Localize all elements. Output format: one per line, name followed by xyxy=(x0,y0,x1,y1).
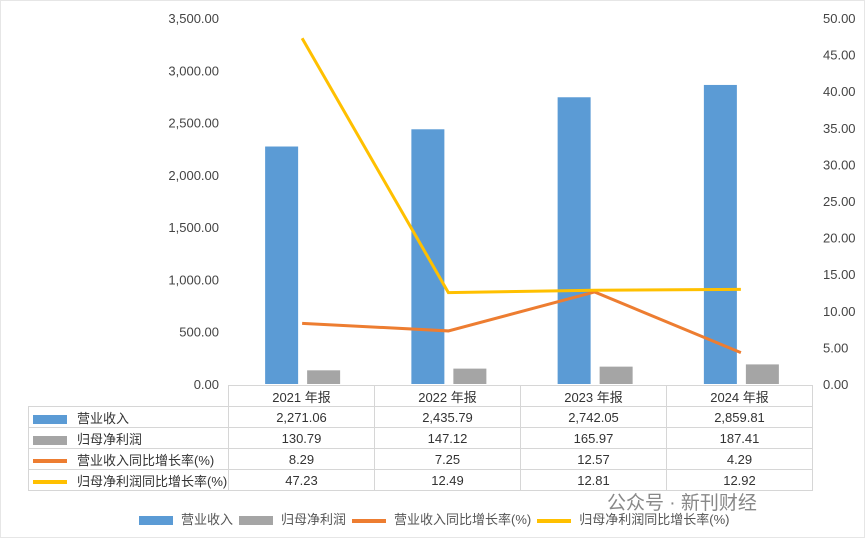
bar-net-profit xyxy=(745,364,779,384)
legend-swatch xyxy=(139,516,173,526)
data-label: 12.81 xyxy=(520,469,667,491)
legend-item: 营业收入同比增长率(%) xyxy=(352,512,531,527)
series-name: 归母净利润 xyxy=(77,431,143,447)
data-label: 187.41 xyxy=(666,427,813,449)
data-label: 130.79 xyxy=(228,427,375,449)
series-name: 营业收入 xyxy=(77,410,130,426)
category-label: 2022 年报 xyxy=(374,385,521,407)
watermark: 公众号 · 新刊财经 xyxy=(607,493,757,514)
data-table: 2021 年报 2022 年报 2023 年报 2024 年报营业收入 2,271.06… xyxy=(28,385,813,491)
legend-item: 归母净利润 xyxy=(239,512,346,527)
left-axis-tick: 500.00 xyxy=(179,325,219,340)
legend-item: 归母净利润同比增长率(%) xyxy=(537,512,729,527)
series-name: 营业收入同比增长率(%) xyxy=(77,452,215,468)
bar-revenue xyxy=(557,97,591,384)
bar-revenue xyxy=(703,84,737,384)
data-label: 4.29 xyxy=(666,448,813,470)
data-label: 2,271.06 xyxy=(228,406,375,428)
bar-net-profit xyxy=(599,366,633,384)
legend-label: 归母净利润同比增长率(%) xyxy=(579,512,730,527)
data-label: 147.12 xyxy=(374,427,521,449)
data-label: 2,742.05 xyxy=(520,406,667,428)
left-axis-tick: 2,500.00 xyxy=(168,116,219,131)
table-row: 归母净利润 130.79 147.12 165.97 187.41 xyxy=(28,427,813,449)
right-axis-tick: 35.00 xyxy=(823,121,856,136)
left-axis-tick: 3,500.00 xyxy=(168,11,219,26)
data-label: 2,859.81 xyxy=(666,406,813,428)
left-axis-tick: 2,000.00 xyxy=(168,168,219,183)
data-label: 7.25 xyxy=(374,448,521,470)
legend-item: 营业收入 xyxy=(139,512,233,527)
legend-swatch xyxy=(537,518,572,523)
legend-label: 归母净利润 xyxy=(281,512,347,527)
bar-revenue xyxy=(265,146,299,384)
data-label: 165.97 xyxy=(520,427,667,449)
right-axis-tick: 20.00 xyxy=(823,231,856,246)
legend-label: 营业收入 xyxy=(181,512,234,527)
table-header-row: 2021 年报 2022 年报 2023 年报 2024 年报 xyxy=(28,385,813,407)
right-axis-tick: 30.00 xyxy=(823,157,856,172)
legend-label: 营业收入同比增长率(%) xyxy=(394,512,532,527)
table-row: 营业收入同比增长率(%) 8.29 7.25 12.57 4.29 xyxy=(28,448,813,470)
bar-net-profit xyxy=(453,368,487,384)
left-axis-tick: 1,000.00 xyxy=(168,272,219,287)
series-swatch xyxy=(33,414,67,424)
data-label: 2,435.79 xyxy=(374,406,521,428)
left-axis-tick: 1,500.00 xyxy=(168,220,219,235)
right-axis-tick: 10.00 xyxy=(823,304,856,319)
legend-swatch xyxy=(352,518,387,523)
right-axis-tick: 5.00 xyxy=(823,340,848,355)
legend: 营业收入 归母净利润 营业收入同比增长率(%) 归母净利润同比增长率(%) xyxy=(139,509,735,528)
table-row: 归母净利润同比增长率(%) 47.23 12.49 12.81 12.92 xyxy=(28,469,813,491)
category-label: 2021 年报 xyxy=(228,385,375,407)
right-axis-tick: 45.00 xyxy=(823,48,856,63)
left-axis-tick: 3,000.00 xyxy=(168,63,219,78)
right-axis-tick: 25.00 xyxy=(823,194,856,209)
series-name: 归母净利润同比增长率(%) xyxy=(77,473,228,489)
data-label: 8.29 xyxy=(228,448,375,470)
series-swatch xyxy=(33,435,67,445)
legend-swatch xyxy=(239,516,274,526)
right-axis-tick: 0.00 xyxy=(823,377,848,392)
category-label: 2023 年报 xyxy=(520,385,667,407)
line-revenue-growth xyxy=(302,290,742,354)
category-label: 2024 年报 xyxy=(666,385,813,407)
data-label: 47.23 xyxy=(228,469,375,491)
table-row: 营业收入 2,271.06 2,435.79 2,742.05 2,859.81 xyxy=(28,406,813,428)
right-axis-tick: 50.00 xyxy=(823,11,856,26)
data-label: 12.57 xyxy=(520,448,667,470)
data-label: 12.49 xyxy=(374,469,521,491)
line-profit-growth xyxy=(300,37,741,295)
data-label: 12.92 xyxy=(666,469,813,491)
series-swatch xyxy=(33,480,67,485)
right-axis-tick: 40.00 xyxy=(823,84,856,99)
right-axis-tick: 15.00 xyxy=(823,267,856,282)
series-swatch xyxy=(33,459,67,464)
bar-net-profit xyxy=(307,370,341,384)
